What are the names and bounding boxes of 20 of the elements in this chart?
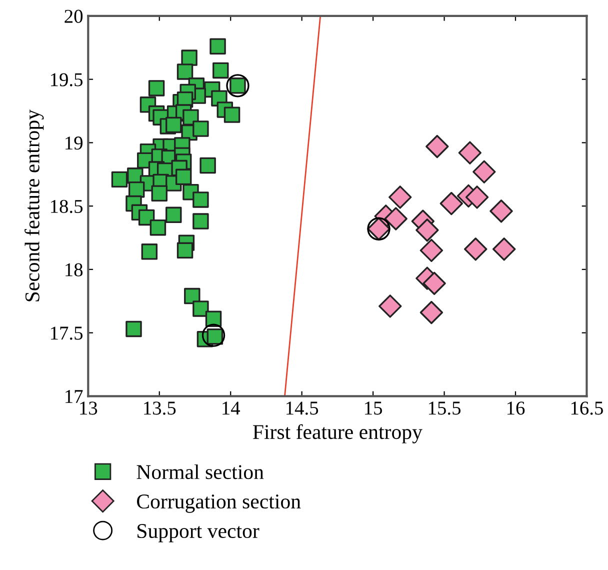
y-tick-label: 18 [66,263,83,276]
x-tick-label: 13 [80,402,98,415]
legend-label: Normal section [136,464,264,480]
x-tick-label: 15.5 [428,402,461,415]
x-tick-label: 14.5 [286,402,318,415]
legend-label: Corrugation section [137,494,301,513]
x-tick-label: 16 [507,402,525,415]
x-tick-label: 16.5 [571,402,603,415]
x-tick-label: 14 [222,402,240,415]
y-tick-label: 17 [66,390,83,403]
legend-label: Support vector [138,524,260,542]
y-tick-label: 20 [64,10,83,23]
y-tick-label: 18.5 [50,200,83,214]
y-tick-label: 19.5 [50,73,83,86]
y-tick-label: 17.5 [50,326,83,340]
y-tick-label: 19 [66,136,83,150]
x-axis-title: First feature entropy [252,424,422,444]
y-axis-title: Second feature entropy [24,110,44,302]
x-tick-label: 15 [365,402,382,415]
x-tick-label: 13.5 [144,402,176,415]
